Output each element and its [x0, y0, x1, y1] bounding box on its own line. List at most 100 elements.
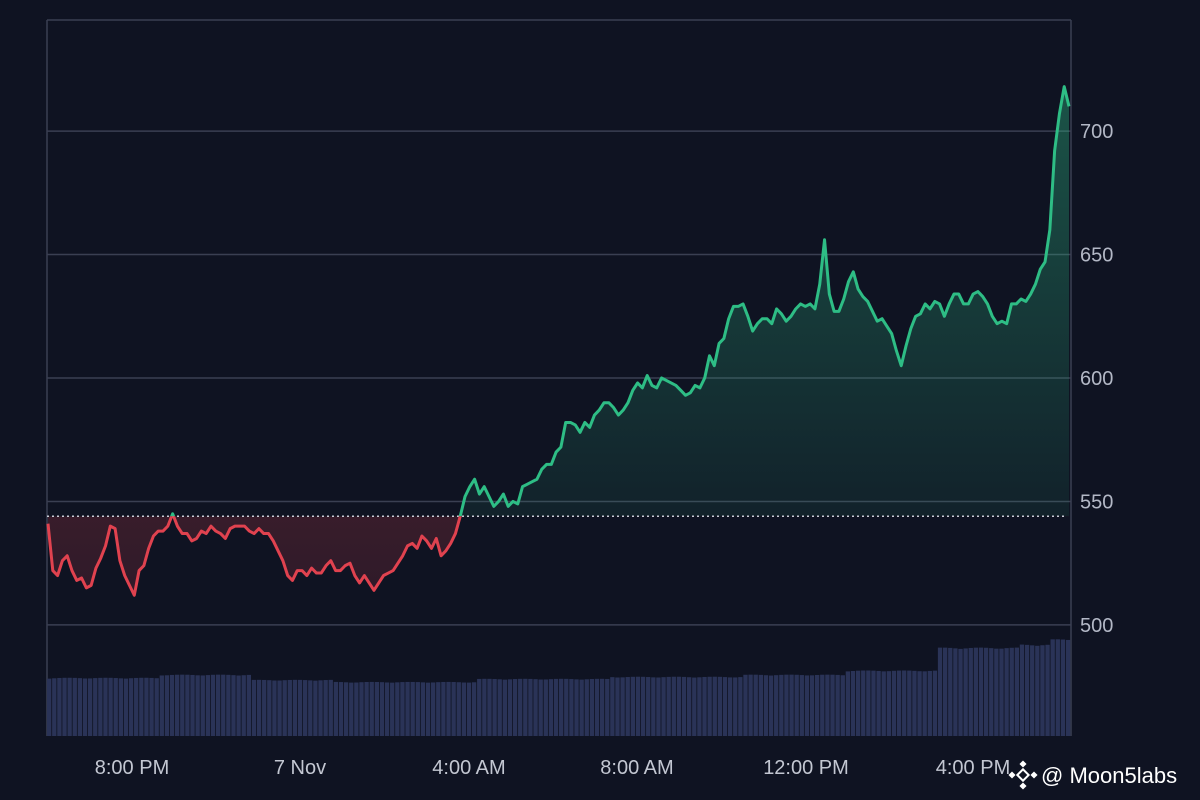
volume-bar: [584, 679, 589, 736]
volume-bar: [487, 678, 492, 736]
volume-bar: [861, 670, 866, 736]
volume-bar: [384, 682, 390, 736]
volume-bar: [794, 674, 799, 736]
volume-bar: [559, 678, 564, 736]
volume-bar: [799, 675, 804, 736]
volume-bar: [804, 675, 810, 736]
x-axis-ticks: 8:00 PM 7 Nov 4:00 AM 8:00 AM 12:00 PM 4:00 P…: [95, 757, 1010, 779]
volume-bar: [82, 678, 88, 736]
volume-bar: [717, 676, 723, 736]
volume-bar: [262, 679, 267, 736]
volume-bar: [154, 678, 159, 736]
volume-bar: [246, 674, 251, 736]
volume-bar: [466, 682, 472, 736]
volume-bar: [1045, 644, 1050, 736]
y-axis-ticks: 500 550 600 650 700: [1080, 121, 1113, 637]
volume-bar: [144, 677, 149, 736]
volume-bar: [405, 681, 410, 736]
volume-bar: [733, 677, 738, 736]
volume-bar: [441, 681, 446, 736]
volume-bar: [605, 678, 610, 736]
volume-bar: [395, 682, 400, 736]
volume-bar: [518, 678, 523, 736]
volume-bar: [722, 677, 728, 736]
volume-bar: [768, 675, 774, 736]
volume-bar: [666, 676, 671, 736]
volume-bar: [297, 679, 303, 736]
volume-bar: [169, 674, 175, 736]
volume-bar: [543, 679, 548, 736]
volume-bar: [917, 671, 922, 736]
volume-bar: [943, 647, 948, 736]
volume-bar: [256, 679, 262, 736]
volume-bar: [1060, 639, 1066, 736]
volume-bar: [687, 677, 692, 736]
volume-bar: [978, 647, 984, 736]
y-tick-500: 500: [1080, 615, 1113, 637]
volume-bar: [292, 679, 298, 736]
y-tick-550: 550: [1080, 491, 1113, 513]
volume-bar: [784, 674, 789, 736]
volume-bar: [748, 674, 753, 736]
volume-bar: [205, 675, 211, 736]
volume-bar: [646, 677, 651, 736]
volume-bar: [697, 677, 702, 736]
volume-bar: [390, 682, 395, 736]
volume-bar: [420, 682, 426, 736]
volume-bar: [175, 674, 180, 736]
volume-bar: [318, 680, 323, 736]
volume-bar: [369, 681, 374, 736]
volume-bar: [989, 648, 994, 736]
volume-bar: [349, 682, 354, 736]
volume-bar: [707, 676, 712, 736]
volume-bar: [891, 670, 897, 736]
volume-bar: [656, 677, 661, 736]
volume-bar: [809, 675, 815, 736]
volume-bar: [98, 677, 103, 736]
volume-bar: [507, 679, 513, 736]
volume-bar: [210, 674, 216, 736]
volume-bar: [589, 678, 595, 736]
volume-bar: [1024, 644, 1030, 736]
price-line-up: [170, 85, 1071, 517]
volume-bar: [287, 679, 292, 736]
volume-bar: [1035, 645, 1040, 736]
volume-bar: [881, 671, 886, 736]
volume-bar: [983, 647, 989, 736]
volume-bar: [523, 678, 528, 736]
price-line-down: [46, 516, 462, 597]
volume-bar: [1030, 645, 1035, 736]
volume-bar: [651, 677, 656, 736]
volume-bar: [871, 670, 876, 736]
volume-bar: [712, 676, 717, 736]
volume-bar: [579, 679, 584, 736]
volume-bar: [303, 680, 308, 736]
volume-bar: [896, 670, 902, 736]
volume-bar: [282, 680, 287, 736]
volume-bar: [400, 682, 405, 736]
volume-bar: [692, 677, 697, 736]
volume-bar: [72, 677, 77, 736]
x-tick-5: 4:00 PM: [936, 757, 1010, 779]
volume-bar: [743, 674, 748, 736]
volume-bar: [840, 675, 845, 736]
volume-bar: [830, 674, 835, 736]
volume-bar: [564, 678, 569, 736]
volume-bar: [676, 676, 682, 736]
volume-bar: [425, 682, 431, 736]
volume-bar: [1040, 645, 1045, 736]
volume-bar: [456, 682, 461, 736]
volume-bar: [471, 682, 477, 736]
volume-bar: [533, 679, 538, 736]
volume-bar: [313, 680, 318, 736]
volume-bar: [47, 678, 52, 736]
volume-bar: [850, 670, 856, 736]
price-line: [46, 85, 1071, 597]
watermark-text: @ Moon5labs: [1041, 763, 1177, 788]
volume-bar: [512, 679, 518, 736]
x-tick-1: 7 Nov: [274, 757, 326, 779]
volume-bar: [615, 677, 620, 736]
volume-bar: [277, 680, 282, 736]
volume-bar: [359, 682, 364, 736]
